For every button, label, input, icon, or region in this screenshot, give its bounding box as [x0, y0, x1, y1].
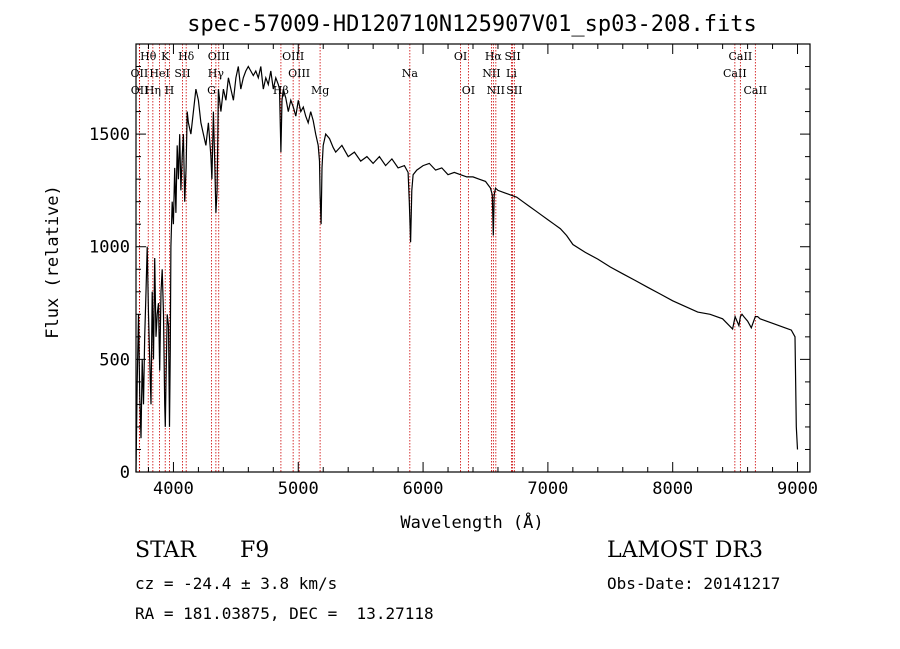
line-id-label: Mg: [311, 84, 329, 97]
line-id-label: CaII: [723, 67, 747, 80]
y-axis-label: Flux (relative): [43, 185, 63, 339]
y-tick-label: 500: [99, 350, 130, 370]
line-id-label: NII: [487, 84, 505, 97]
y-tick-label: 1000: [89, 238, 130, 258]
object-class: STAR: [135, 538, 196, 563]
plot-frame: [135, 43, 811, 473]
line-id-label: CaII: [729, 50, 753, 63]
line-id-label: SII: [174, 67, 190, 80]
velocity-readout: cz = -24.4 ± 3.8 km/s: [135, 574, 338, 593]
line-id-label: K: [161, 50, 170, 63]
x-tick-label: 4000: [153, 479, 194, 499]
line-id-label: Hβ: [273, 84, 289, 97]
line-id-label: OIII: [288, 67, 310, 80]
line-id-label: H: [165, 84, 175, 97]
object-subclass: F9: [240, 538, 270, 563]
line-id-label: SII: [504, 50, 520, 63]
line-id-markers: [138, 44, 756, 472]
x-tick-label: 9000: [777, 479, 818, 499]
line-id-label: NII: [482, 67, 500, 80]
line-id-label: Hδ: [178, 50, 195, 63]
x-tick-label: 8000: [652, 479, 693, 499]
line-id-label: Hη: [145, 84, 161, 97]
line-id-label: CaII: [743, 84, 767, 97]
line-id-label: OIII: [282, 50, 304, 63]
line-id-label: OI: [454, 50, 467, 63]
y-tick-label: 1500: [89, 125, 130, 145]
line-id-label: HeI: [149, 67, 169, 80]
line-id-label: Hα: [485, 50, 503, 63]
x-tick-label: 5000: [278, 479, 319, 499]
line-id-label: G: [207, 84, 216, 97]
line-id-label: SII: [506, 84, 522, 97]
spectrum-series-line: [135, 65, 799, 473]
line-id-label: OII: [131, 84, 149, 97]
x-tick-label: 6000: [403, 479, 444, 499]
coordinates-readout: RA = 181.03875, DEC = 13.27118: [135, 604, 434, 623]
x-axis-label: Wavelength (Å): [400, 511, 543, 533]
obs-date: Obs-Date: 20141217: [607, 574, 781, 593]
line-id-label: Hγ: [208, 67, 225, 80]
line-id-label: Hθ: [140, 50, 157, 63]
line-id-label: OI: [462, 84, 475, 97]
line-id-label: OIII: [208, 50, 230, 63]
survey-name: LAMOST DR3: [607, 538, 763, 563]
line-id-label: Na: [402, 67, 419, 80]
axis-ticks: 4000 5000 6000 7000 8000 9000 0 500 1000 1500: [89, 43, 818, 499]
line-id-label: OII: [131, 67, 149, 80]
x-tick-label: 7000: [527, 479, 568, 499]
y-tick-label: 0: [120, 463, 130, 483]
line-id-label: Li: [506, 67, 517, 80]
chart-title: spec-57009-HD120710N125907V01_sp03-208.f…: [187, 12, 757, 37]
